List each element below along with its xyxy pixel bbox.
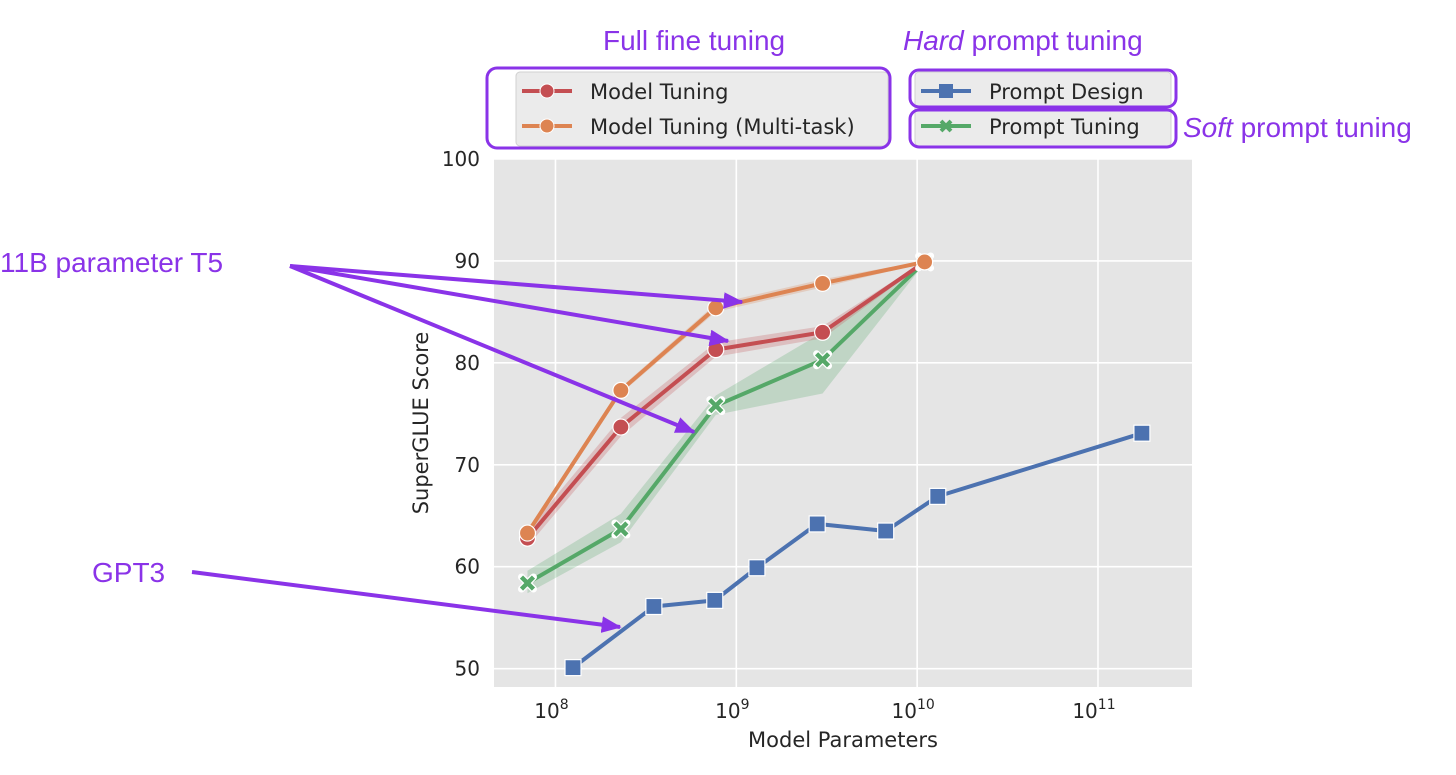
legend-label: Prompt Design <box>989 80 1144 104</box>
legend-label: Model Tuning (Multi-task) <box>590 115 855 139</box>
data-point <box>612 418 630 436</box>
legend-item: Model Tuning <box>522 80 728 104</box>
annotation-11b-t5: 11B parameter T5 <box>0 247 223 278</box>
x-tick-label: 109 <box>715 697 749 723</box>
data-point <box>645 597 663 616</box>
annotation-hard-prompt-tuning: Hard prompt tuning <box>903 25 1143 56</box>
annotation-boxes <box>485 66 1178 150</box>
y-axis-ticks: 50 60 70 80 90 100 <box>442 147 480 681</box>
data-point <box>612 381 630 399</box>
annotation-arrows <box>191 264 744 633</box>
series-markers <box>517 252 1151 677</box>
data-point <box>564 659 582 677</box>
data-point <box>808 515 826 533</box>
legend-item: Prompt Design <box>921 80 1144 104</box>
data-point <box>748 559 766 577</box>
legend-label: Prompt Tuning <box>989 115 1140 139</box>
data-point <box>706 591 724 609</box>
data-point <box>813 350 833 370</box>
annotation-full-fine-tuning: Full fine tuning <box>603 25 785 56</box>
x-tick-label: 108 <box>534 697 568 723</box>
plot-area <box>494 159 1192 687</box>
data-point <box>813 323 832 341</box>
y-tick-label: 90 <box>455 249 480 273</box>
data-point <box>929 487 947 505</box>
y-tick-label: 70 <box>455 453 480 477</box>
y-tick-label: 80 <box>455 351 480 375</box>
x-tick-label: 1011 <box>1072 697 1115 723</box>
legend-item: Model Tuning (Multi-task) <box>522 115 855 139</box>
series-line <box>571 431 1143 670</box>
data-point <box>518 524 537 542</box>
annotation-gpt3: GPT3 <box>92 557 165 588</box>
data-point <box>706 396 726 416</box>
data-point <box>517 573 537 593</box>
y-axis-label: SuperGLUE Score <box>409 332 433 515</box>
data-point <box>813 274 832 292</box>
annotation-soft-prompt-tuning: Soft prompt tuning <box>1183 112 1412 143</box>
data-point <box>611 519 631 539</box>
y-tick-label: 100 <box>442 147 480 171</box>
x-tick-label: 1010 <box>891 697 934 723</box>
legend-label: Model Tuning <box>590 80 728 104</box>
data-point <box>1133 424 1151 442</box>
y-tick-label: 60 <box>455 555 480 579</box>
data-point <box>877 522 895 540</box>
x-axis-label: Model Parameters <box>748 728 938 752</box>
data-point <box>916 253 934 271</box>
grid-lines <box>494 158 1192 687</box>
data-point <box>707 341 725 359</box>
x-axis-ticks: 108 109 1010 1011 <box>534 697 1115 723</box>
y-tick-label: 50 <box>455 657 480 681</box>
legend-item: Prompt Tuning <box>921 115 1140 139</box>
